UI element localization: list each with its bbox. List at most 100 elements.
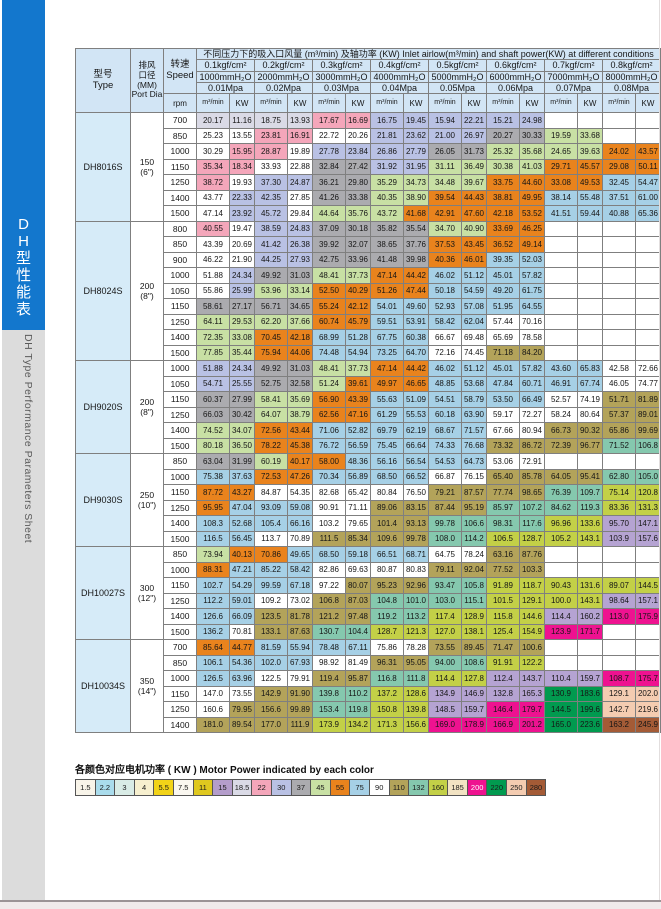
- flow-value-cell: 41.51: [544, 205, 578, 222]
- flow-value-cell: 35.82: [370, 220, 404, 238]
- flow-value-cell: 51.88: [196, 360, 230, 377]
- rpm-cell: 700: [163, 112, 197, 129]
- flow-value-cell: 39.35: [486, 251, 520, 269]
- header-mmh2o: 6000mmH₂O: [486, 70, 545, 84]
- rpm-cell: 1000: [163, 143, 197, 160]
- flow-value-cell: 116.5: [196, 530, 230, 548]
- kw-value-cell: 105.0: [635, 468, 661, 486]
- rpm-cell: 1400: [163, 329, 197, 346]
- flow-value-cell: 98.31: [486, 515, 520, 532]
- flow-value-cell: 23.81: [254, 127, 288, 145]
- flow-value-cell: 73.94: [196, 546, 230, 563]
- flow-value-cell: 115.8: [486, 608, 520, 625]
- kw-value-cell: [635, 329, 661, 346]
- flow-value-cell: 77.85: [196, 344, 230, 362]
- flow-value-cell: 85.64: [196, 639, 230, 656]
- kw-value-cell: 31.99: [229, 453, 255, 470]
- flow-value-cell: 169.0: [428, 716, 462, 734]
- flow-value-cell: 73.25: [370, 344, 404, 362]
- flow-value-cell: 59.51: [370, 313, 404, 331]
- kw-value-cell: 35.69: [287, 391, 313, 408]
- flow-value-cell: 83.36: [602, 499, 636, 517]
- port-size: 150: [139, 156, 155, 167]
- flow-value-cell: 60.18: [428, 406, 462, 424]
- kw-value-cell: 103.3: [519, 561, 545, 579]
- legend-swatch: 45: [310, 779, 331, 796]
- kw-value-cell: 96.77: [577, 437, 603, 455]
- flow-value-cell: 53.50: [486, 391, 520, 408]
- port-inch: (10"): [137, 500, 157, 511]
- flow-value-cell: 122.5: [254, 670, 288, 687]
- kw-value-cell: 56.54: [403, 453, 429, 470]
- flow-value-cell: [602, 267, 636, 284]
- kw-value-cell: 44.06: [287, 344, 313, 362]
- header-port-line: 排风: [138, 60, 156, 71]
- kw-value-cell: 144.5: [635, 577, 661, 594]
- sidebar-title-cn-char: H: [18, 233, 29, 250]
- kw-value-cell: 159.7: [461, 701, 487, 718]
- sidebar-title-cn-char: D: [18, 216, 29, 233]
- kw-value-cell: 37.76: [403, 236, 429, 253]
- flow-value-cell: 74.48: [312, 344, 346, 362]
- flow-value-cell: 47.14: [370, 267, 404, 284]
- kw-value-cell: 160.2: [577, 608, 603, 625]
- kw-value-cell: 95.19: [461, 499, 487, 517]
- flow-value-cell: 104.8: [370, 592, 404, 610]
- flow-value-cell: 49.20: [486, 282, 520, 300]
- flow-value-cell: 55.63: [370, 391, 404, 408]
- kw-value-cell: 118.7: [519, 577, 545, 594]
- flow-value-cell: 66.03: [196, 406, 230, 424]
- flow-value-cell: [544, 453, 578, 470]
- flow-value-cell: 121.2: [312, 608, 346, 625]
- kw-value-cell: 20.26: [345, 127, 371, 145]
- kw-value-cell: 43.45: [461, 236, 487, 253]
- kw-value-cell: 37.66: [287, 313, 313, 331]
- kw-value-cell: 199.6: [577, 701, 603, 718]
- flow-value-cell: 65.86: [602, 422, 636, 439]
- bottom-strip: [0, 902, 661, 909]
- kw-value-cell: 24.83: [287, 220, 313, 238]
- header-kgf: 0.6kgf/cm²: [486, 59, 545, 72]
- flow-value-cell: 30.29: [196, 143, 230, 160]
- kw-value-cell: 40.13: [229, 546, 255, 563]
- flow-value-cell: 130.9: [544, 685, 578, 703]
- table-head: 型号 Type 排风 口径 (MM) Port Dia 转速 Speed 不同压力下的吸入口风量…: [75, 47, 661, 114]
- kw-value-cell: 74.77: [635, 375, 661, 393]
- table-title: 不同压力下的吸入口风量 (m³/min) 及轴功率 (KW) Inlet air…: [196, 47, 661, 61]
- flow-value-cell: 59.17: [486, 406, 520, 424]
- flow-value-cell: 46.91: [544, 375, 578, 393]
- flow-value-cell: [544, 329, 578, 346]
- legend-swatch: 5.5: [153, 779, 174, 796]
- kw-value-cell: 99.69: [635, 422, 661, 439]
- flow-value-cell: 31.92: [370, 158, 404, 176]
- header-port-line: 口径: [138, 69, 156, 80]
- flow-value-cell: 101.5: [486, 592, 520, 610]
- table-row: 850 25.23 13.55 23.81 16.91 22.72 20.26 21.81 23…: [76, 127, 661, 145]
- unit-flow: m³/min: [428, 93, 462, 114]
- kw-value-cell: 66.16: [287, 515, 313, 532]
- flow-value-cell: 78.48: [312, 639, 346, 656]
- unit-flow: m³/min: [370, 93, 404, 114]
- flow-value-cell: 98.64: [602, 592, 636, 610]
- flow-value-cell: 32.84: [312, 158, 346, 176]
- flow-value-cell: 113.7: [254, 530, 288, 548]
- flow-value-cell: 77.74: [486, 484, 520, 501]
- flow-value-cell: 95.95: [196, 499, 230, 517]
- flow-value-cell: 87.72: [196, 484, 230, 501]
- kw-value-cell: 71.57: [461, 422, 487, 439]
- header-kgf: 0.2kgf/cm²: [254, 59, 313, 72]
- flow-value-cell: 156.6: [254, 701, 288, 718]
- port-size: 250: [139, 489, 155, 500]
- kw-value-cell: 26.38: [287, 236, 313, 253]
- kw-value-cell: [577, 112, 603, 129]
- unit-kw: KW: [635, 93, 661, 114]
- kw-value-cell: 67.74: [577, 375, 603, 393]
- flow-value-cell: 105.4: [254, 515, 288, 532]
- flow-value-cell: 38.14: [544, 189, 578, 207]
- port-size: 350: [139, 675, 155, 686]
- header-mmh2o: 2000mmH₂O: [254, 70, 313, 84]
- flow-value-cell: 134.9: [428, 685, 462, 703]
- flow-value-cell: 64.11: [196, 313, 230, 331]
- kw-value-cell: 55.48: [577, 189, 603, 207]
- legend-swatch: 280: [525, 779, 547, 796]
